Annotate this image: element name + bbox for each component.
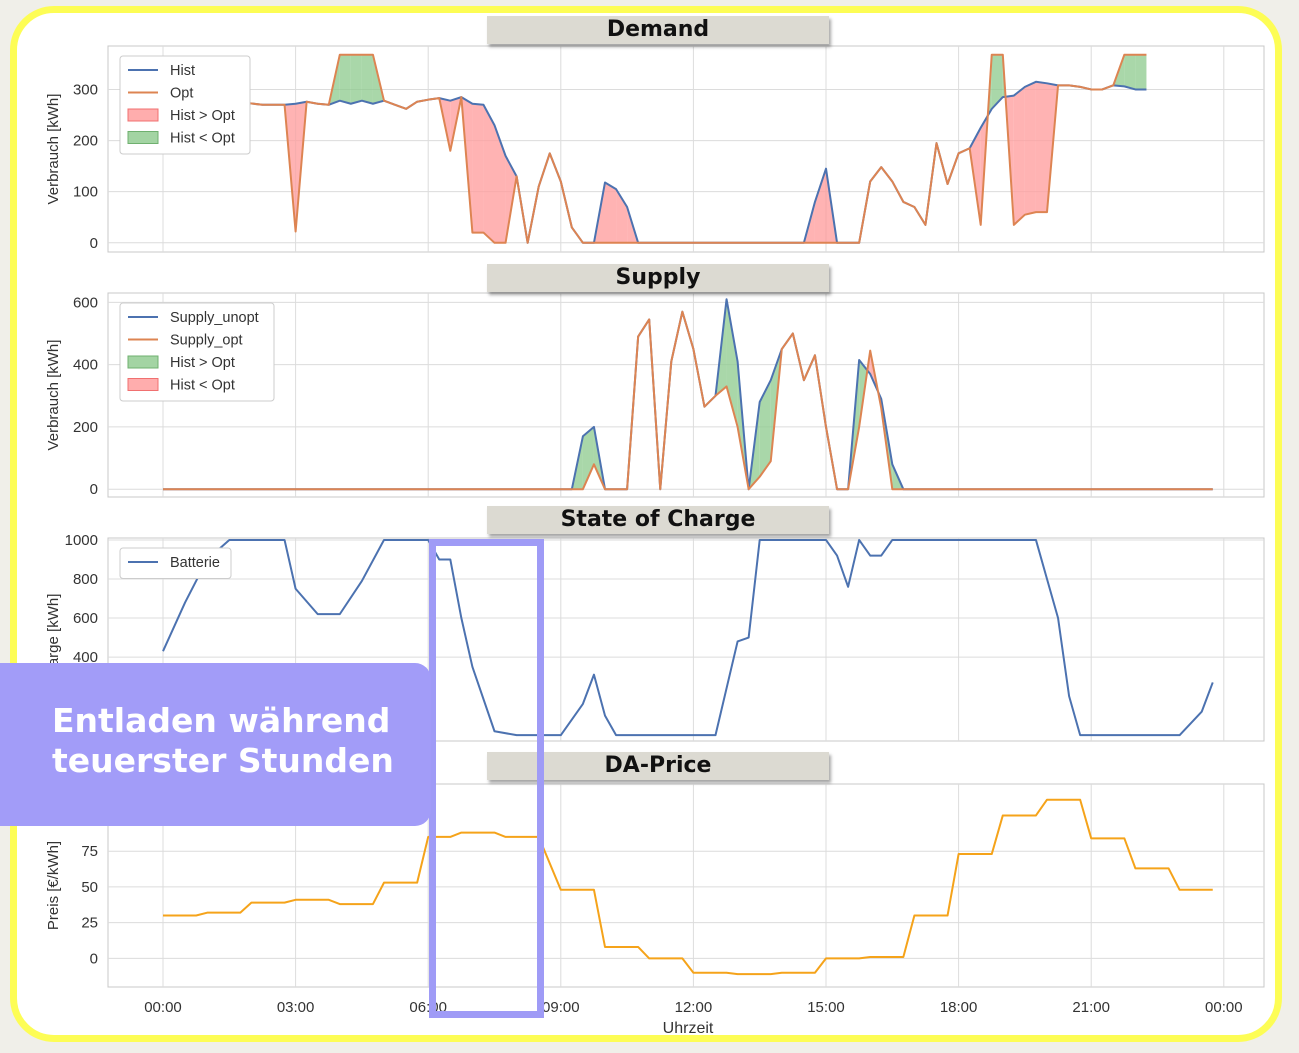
demand-diff-fill [350,54,362,104]
demand-plot-area [107,45,1265,253]
x-tick-label: 18:00 [940,999,978,1016]
demand-ytick-label: 200 [73,133,98,150]
demand-diff-fill [814,168,826,243]
supply-legend-label: Hist > Opt [170,355,235,371]
price-ytick-label: 0 [90,950,98,967]
demand-diff-fill [1013,86,1025,225]
x-tick-label: 21:00 [1072,999,1110,1016]
soc-ytick-label: 1000 [65,532,98,549]
demand-legend-box [119,55,251,155]
demand-diff-fill [605,182,617,243]
x-tick-label: 00:00 [144,999,182,1016]
soc-ylabel: Charge [kWh] [45,594,62,686]
supply-ytick-label: 400 [73,357,98,374]
demand-legend-swatch [127,108,159,122]
demand-diff-fill [1024,81,1036,215]
demand-diff-fill [483,104,495,243]
price-ylabel: Preis [€/kWh] [45,841,62,930]
highlight-box [429,539,544,1018]
supply-legend-swatch [127,378,159,391]
price-ytick-label: 50 [81,879,98,896]
demand-legend-label: Hist < Opt [170,131,235,147]
supply-title-banner: Supply [487,264,829,292]
price-ytick-label: 25 [81,915,98,932]
demand-diff-fill [494,125,506,243]
demand-diff-fill [361,54,373,104]
callout-line-2: teuerster Stunden [52,741,394,780]
soc-ytick-label: 800 [73,571,98,588]
supply-legend-box [119,302,275,402]
x-tick-label: 12:00 [675,999,713,1016]
supply-panel [107,292,1265,498]
demand-legend-label: Hist [170,63,195,79]
demand-ytick-label: 100 [73,184,98,201]
demand-legend-swatch [127,131,159,144]
supply-ytick-label: 200 [73,419,98,436]
supply-ytick-label: 600 [73,294,98,311]
soc-series-line [162,538,1214,737]
x-tick-label: 15:00 [807,999,845,1016]
x-tick-label: 00:00 [1205,999,1243,1016]
soc-legend-label: Batterie [170,555,220,571]
supply-legend-label: Hist < Opt [170,378,235,394]
price-ytick-label: 75 [81,843,98,860]
soc-ytick-label: 600 [73,610,98,627]
demand-legend-label: Opt [170,86,193,102]
demand-legend-label: Hist > Opt [170,108,235,124]
supply-ylabel: Verbrauch [kWh] [45,340,62,451]
demand-series-line [162,80,1147,244]
callout-box: Entladen während teuerster Stunden [0,663,431,826]
demand-diff-fill [472,103,484,233]
supply-ytick-label: 0 [90,481,98,498]
demand-panel [107,45,1265,253]
demand-diff-fill [1135,54,1147,90]
demand-series-line [162,53,1147,244]
demand-diff-fill [339,54,351,104]
supply-legend-label: Supply_unopt [170,310,259,326]
supply-series-line [163,310,1213,491]
price-title-banner: DA-Price [487,752,829,780]
demand-title-banner: Demand [487,16,829,44]
callout-line-1: Entladen während [52,701,391,740]
demand-ytick-label: 300 [73,81,98,98]
demand-diff-fill [991,54,1003,109]
x-axis-label: Uhrzeit [663,1020,714,1037]
soc-ytick-label: 400 [73,649,98,666]
price-series-line [163,798,1213,976]
x-tick-label: 03:00 [277,999,315,1016]
supply-legend-label: Supply_opt [170,333,243,349]
x-tick-label: 09:00 [542,999,580,1016]
demand-diff-fill [1035,81,1047,213]
supply-diff-fill [582,426,594,490]
demand-ylabel: Verbrauch [kWh] [45,94,62,205]
demand-diff-fill [1124,54,1136,90]
soc-title-banner: State of Charge [487,506,829,534]
supply-diff-fill [759,380,771,477]
supply-legend-swatch [127,355,159,369]
soc-legend-box [119,547,232,579]
demand-ytick-label: 0 [90,235,98,252]
